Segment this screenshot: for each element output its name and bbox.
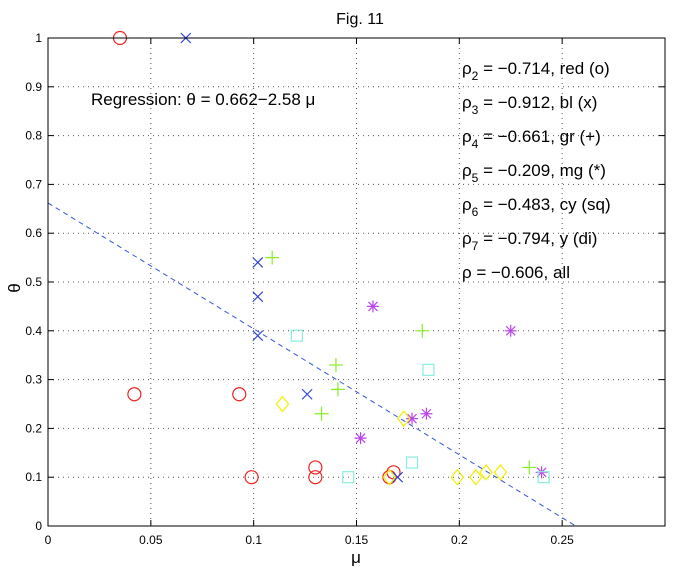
plot-frame	[47, 37, 666, 527]
marker-x	[252, 291, 264, 303]
y-tick-label: 0.3	[25, 373, 42, 387]
regression-layer	[47, 202, 576, 527]
x-tick-label: 0.05	[139, 533, 163, 547]
axis-ticks: 0 0.05 0.1 0.15 0.2 0.25 0 0.1 0.2 0.3 0.4 0.5 0.6 0.…	[25, 31, 665, 547]
marker-diamond	[382, 468, 397, 486]
marker-diamond	[469, 468, 483, 486]
marker-circle	[308, 470, 323, 485]
y-tick-label: 0	[35, 519, 42, 533]
data-markers	[112, 30, 550, 486]
annotation-text: ρ5 = −0.209, mg (*)	[462, 161, 606, 185]
marker-star	[420, 407, 433, 420]
x-tick-label: 0.1	[245, 533, 262, 547]
marker-circle	[308, 460, 323, 475]
marker-circle	[244, 470, 259, 485]
marker-diamond	[493, 463, 508, 481]
y-tick-label: 0.1	[25, 470, 42, 484]
y-tick-label: 0.8	[25, 129, 42, 143]
correlation-annotations: ρ2 = −0.714, red (o) ρ3 = −0.912, bl (x) ρ…	[462, 59, 611, 282]
marker-circle	[127, 387, 142, 402]
x-tick-label: 0.2	[451, 533, 468, 547]
marker-square	[537, 471, 550, 484]
chart-title: Fig. 11	[336, 11, 384, 28]
marker-star	[366, 300, 379, 313]
marker-diamond	[479, 463, 493, 481]
marker-star	[406, 412, 419, 425]
regression-label: Regression: θ = 0.662−2.58 μ	[91, 90, 315, 109]
x-tick-label: 0	[45, 533, 52, 547]
annotation-text: ρ6 = −0.483, cy (sq)	[462, 195, 611, 219]
marker-square	[290, 329, 303, 342]
annotation-text: ρ3 = −0.912, bl (x)	[462, 93, 597, 117]
x-axis-label: μ	[351, 548, 361, 567]
marker-star	[354, 432, 367, 445]
marker-x	[252, 330, 264, 342]
annotation-text: ρ2 = −0.714, red (o)	[462, 59, 610, 83]
annotation-text: ρ = −0.606, all	[462, 263, 570, 282]
marker-x	[252, 257, 264, 268]
marker-plus	[328, 357, 343, 372]
marker-star	[535, 466, 548, 479]
y-tick-label: 0.4	[25, 324, 42, 338]
x-tick-label: 0.15	[345, 533, 369, 547]
marker-diamond	[275, 395, 290, 413]
x-tick-label: 0.25	[550, 533, 574, 547]
marker-square	[422, 363, 435, 376]
marker-plus	[330, 382, 345, 397]
y-tick-label: 0.2	[25, 421, 42, 435]
marker-plus	[265, 250, 280, 265]
annotation-text: ρ4 = −0.661, gr (+)	[462, 127, 601, 151]
y-axis-label: θ	[5, 283, 24, 292]
marker-circle	[232, 387, 247, 402]
y-tick-label: 0.6	[25, 226, 42, 240]
marker-diamond	[450, 468, 465, 486]
marker-star	[504, 324, 517, 337]
y-tick-label: 0.5	[25, 275, 42, 289]
marker-x	[301, 388, 313, 400]
annotation-text: ρ7 = −0.794, y (di)	[462, 229, 597, 253]
y-tick-label: 0.9	[25, 80, 42, 94]
marker-x	[392, 471, 404, 483]
marker-plus	[415, 323, 430, 338]
marker-square	[342, 471, 355, 484]
marker-diamond	[397, 410, 411, 428]
marker-plus	[314, 406, 329, 421]
y-tick-label: 0.7	[25, 177, 42, 191]
marker-square	[405, 456, 419, 469]
y-tick-label: 1	[35, 31, 42, 45]
marker-plus	[522, 460, 537, 475]
regression-line	[47, 202, 576, 527]
